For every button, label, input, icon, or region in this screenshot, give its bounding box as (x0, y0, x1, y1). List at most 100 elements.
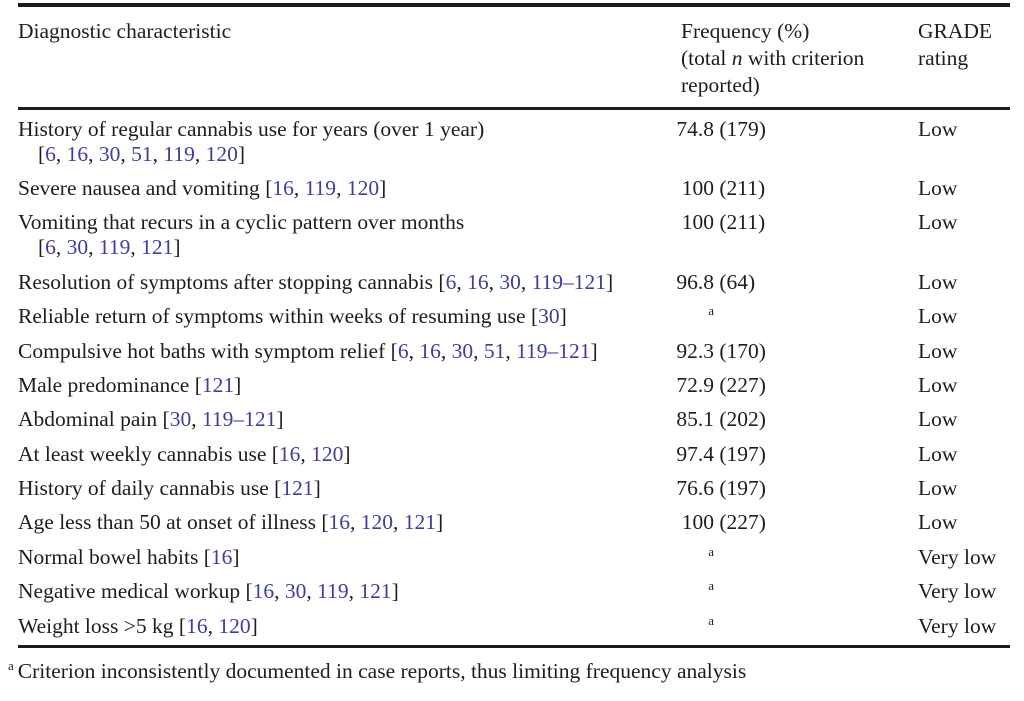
frequency-footnote-marker: a (708, 543, 714, 559)
citation-link[interactable]: 119–121 (201, 407, 277, 432)
characteristic-cell: Negative medical workup [16, 30, 119, 12… (18, 579, 672, 604)
citation-link[interactable]: 16 (467, 269, 489, 294)
table-row: Reliable return of symptoms within weeks… (18, 300, 1010, 334)
citation-link[interactable]: 119–121 (531, 269, 607, 294)
frequency-footnote-marker: a (708, 612, 714, 628)
citation-link[interactable]: 121 (403, 510, 437, 535)
frequency-cell: 96.8 (64) (672, 270, 918, 295)
frequency-cell: a (672, 304, 918, 329)
citation-link[interactable]: 30 (538, 304, 560, 329)
citation-link[interactable]: 16 (419, 338, 441, 363)
citation-link[interactable]: 16 (252, 579, 275, 604)
frequency-cell: 85.1 (202) (672, 407, 918, 432)
grade-cell: Very low (918, 579, 997, 604)
italic-n: n (731, 46, 743, 70)
citation-link[interactable]: 121 (141, 235, 174, 260)
frequency-percent: a (672, 304, 714, 329)
citation-link[interactable]: 120 (311, 441, 344, 466)
citation-link[interactable]: 119–121 (516, 338, 591, 363)
citation-link[interactable]: 30 (98, 141, 121, 166)
grade-cell: Low (918, 338, 958, 363)
frequency-cell: 72.9 (227) (672, 373, 918, 398)
characteristic-cell: Vomiting that recurs in a cyclic pattern… (18, 210, 672, 260)
characteristic-text: At least weekly cannabis use (18, 441, 267, 466)
citation-line: [6, 30, 119, 121] (18, 235, 672, 260)
citation-link[interactable]: 119 (317, 579, 349, 604)
grade-cell: Very low (918, 544, 997, 569)
table-bottom-rule (18, 645, 1010, 649)
citation-link[interactable]: 120 (205, 141, 238, 166)
citation-link[interactable]: 30 (66, 235, 89, 260)
characteristic-text: Compulsive hot baths with symptom relief (18, 338, 386, 363)
characteristic-cell: At least weekly cannabis use [16, 120] (18, 442, 672, 467)
grade-cell: Low (918, 304, 958, 329)
frequency-percent: 100 (681, 510, 714, 535)
frequency-cell: 100 (227) (672, 510, 918, 535)
frequency-total-n: (202) (714, 407, 766, 432)
citation-link[interactable]: 16 (272, 176, 294, 201)
frequency-total-n: (197) (714, 441, 766, 466)
table-body: History of regular cannabis use for year… (18, 110, 1010, 645)
citation-link[interactable]: 16 (328, 510, 351, 535)
citation-link[interactable]: 51 (483, 338, 506, 363)
citation-link[interactable]: 119 (304, 176, 337, 201)
frequency-cell: 97.4 (197) (672, 442, 918, 467)
characteristic-cell: History of regular cannabis use for year… (18, 117, 672, 167)
citation-link[interactable]: 6 (397, 338, 409, 363)
citation-link[interactable]: 6 (45, 235, 56, 260)
grade-cell: Low (918, 441, 958, 466)
frequency-total-n: (179) (714, 116, 766, 141)
citation-link[interactable]: 30 (284, 579, 307, 604)
citation-link[interactable]: 16 (278, 441, 301, 466)
frequency-cell: 100 (211) (672, 210, 918, 260)
citation-link[interactable]: 6 (445, 269, 457, 294)
frequency-total-n: (211) (714, 176, 766, 201)
citation-link[interactable]: 120 (360, 510, 394, 535)
citation-link[interactable]: 30 (451, 338, 474, 363)
citation-link[interactable]: 121 (201, 372, 235, 397)
frequency-footnote-marker: a (708, 303, 714, 319)
frequency-percent: 100 (681, 210, 714, 235)
frequency-percent: 97.4 (676, 441, 714, 466)
grade-cell: Low (918, 210, 958, 235)
characteristic-cell: Weight loss >5 kg [16, 120] (18, 614, 672, 639)
citation-link[interactable]: 30 (499, 269, 521, 294)
citation-link[interactable]: 121 (281, 476, 314, 501)
citation-link[interactable]: 120 (218, 613, 251, 638)
column-header-frequency: Frequency (%) (total n with criterion re… (672, 18, 918, 99)
table-row: Resolution of symptoms after stopping ca… (18, 265, 1010, 299)
citation-line: [6, 16, 30, 51, 119, 120] (18, 142, 672, 167)
citation-link[interactable]: 16 (66, 141, 89, 166)
citation-group: [121] (194, 372, 242, 397)
frequency-cell: a (672, 579, 918, 604)
citation-group: [16, 120, 121] (321, 510, 444, 535)
column-header-characteristic-label: Diagnostic characteristic (18, 19, 232, 43)
column-header-characteristic: Diagnostic characteristic (18, 18, 672, 99)
citation-link[interactable]: 120 (346, 176, 380, 201)
grade-cell: Low (918, 116, 958, 141)
frequency-percent: a (672, 579, 714, 604)
citation-link[interactable]: 121 (359, 579, 392, 604)
citation-group: [30] (530, 304, 567, 329)
table-row: Vomiting that recurs in a cyclic pattern… (18, 206, 1010, 265)
table-row: Normal bowel habits [16] a Very low (18, 540, 1010, 574)
table-row: Male predominance [121] 72.9 (227) Low (18, 368, 1010, 402)
frequency-percent: 100 (681, 176, 714, 201)
characteristic-text: Male predominance (18, 372, 190, 397)
citation-link[interactable]: 16 (210, 544, 233, 569)
citation-link[interactable]: 51 (131, 141, 153, 166)
characteristic-text: Weight loss >5 kg (18, 613, 174, 638)
grade-cell: Low (918, 476, 958, 501)
citation-group: [6, 16, 30, 51, 119, 120] (38, 141, 246, 166)
citation-group: [121] (274, 476, 321, 501)
citation-link[interactable]: 119 (98, 235, 131, 260)
citation-link[interactable]: 30 (169, 407, 192, 432)
frequency-header-line2: (total n with criterion (681, 46, 865, 70)
grade-cell: Low (918, 372, 958, 397)
citation-link[interactable]: 119 (163, 141, 195, 166)
citation-group: [6, 16, 30, 51, 119–121] (390, 338, 598, 363)
citation-link[interactable]: 16 (186, 613, 208, 638)
column-header-grade: GRADE rating (918, 18, 1010, 99)
citation-link[interactable]: 6 (45, 141, 56, 166)
characteristic-text: Age less than 50 at onset of illness (18, 510, 316, 535)
